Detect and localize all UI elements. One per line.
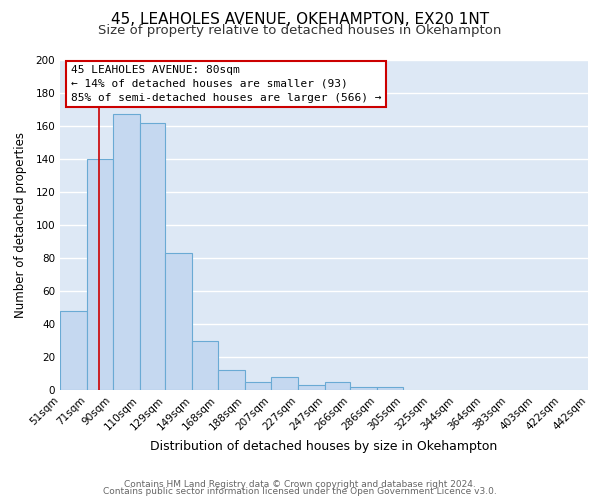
Bar [60, 311, 87, 390]
Text: Size of property relative to detached houses in Okehampton: Size of property relative to detached ho… [98, 24, 502, 37]
Bar [166, 253, 193, 390]
Bar [350, 386, 377, 390]
Text: 45 LEAHOLES AVENUE: 80sqm
← 14% of detached houses are smaller (93)
85% of semi-: 45 LEAHOLES AVENUE: 80sqm ← 14% of detac… [71, 65, 381, 103]
Bar [193, 340, 218, 390]
Bar [377, 386, 403, 390]
Bar [325, 382, 350, 390]
Text: 45, LEAHOLES AVENUE, OKEHAMPTON, EX20 1NT: 45, LEAHOLES AVENUE, OKEHAMPTON, EX20 1N… [111, 12, 489, 28]
Bar [113, 114, 140, 390]
Bar [87, 159, 113, 390]
Bar [140, 122, 166, 390]
Text: Contains public sector information licensed under the Open Government Licence v3: Contains public sector information licen… [103, 487, 497, 496]
Bar [218, 370, 245, 390]
Bar [298, 385, 325, 390]
X-axis label: Distribution of detached houses by size in Okehampton: Distribution of detached houses by size … [151, 440, 497, 453]
Text: Contains HM Land Registry data © Crown copyright and database right 2024.: Contains HM Land Registry data © Crown c… [124, 480, 476, 489]
Y-axis label: Number of detached properties: Number of detached properties [14, 132, 27, 318]
Bar [271, 377, 298, 390]
Bar [245, 382, 271, 390]
